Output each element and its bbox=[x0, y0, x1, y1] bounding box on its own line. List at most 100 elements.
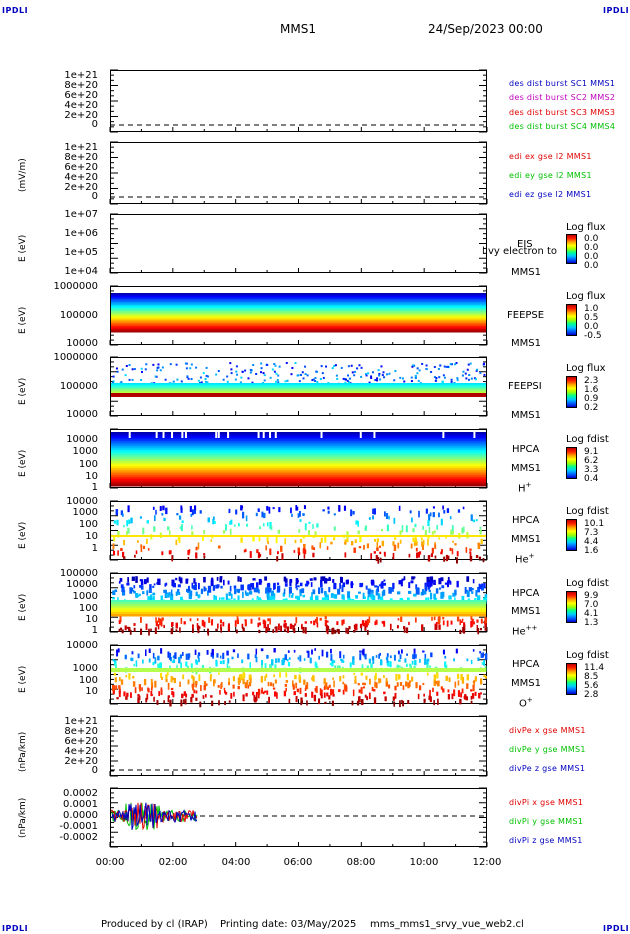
spectrogram-pixel bbox=[262, 523, 265, 527]
tick-label: 1e+21 bbox=[64, 70, 98, 81]
spectrogram-pixel bbox=[220, 627, 223, 633]
colorbar-tick: 9.1 bbox=[584, 447, 599, 457]
spectrogram-pixel bbox=[205, 366, 208, 369]
spectrogram-pixel bbox=[266, 506, 269, 511]
spectrogram-pixel bbox=[137, 694, 140, 697]
spectrogram-pixel bbox=[153, 583, 156, 586]
spectrogram-pixel bbox=[402, 685, 405, 690]
spectrogram-pixel bbox=[279, 672, 281, 678]
spectrogram-pixel bbox=[244, 369, 247, 372]
spectrogram-pixel bbox=[333, 526, 336, 531]
spectrogram-pixel bbox=[257, 622, 260, 628]
spectrogram-pixel bbox=[475, 555, 479, 558]
spectrogram-pixel bbox=[263, 622, 266, 629]
spectrogram-pixel bbox=[256, 549, 259, 554]
spectrogram-pixel bbox=[413, 540, 416, 547]
spectrogram-pixel bbox=[365, 585, 368, 590]
spectrogram-pixel bbox=[124, 625, 127, 631]
spectrogram-pixel bbox=[385, 681, 389, 687]
spectrogram-pixel bbox=[266, 583, 271, 588]
spectrogram-pixel bbox=[319, 378, 322, 381]
tick-label: 1e+21 bbox=[64, 716, 98, 727]
spectrogram-pixel bbox=[409, 682, 411, 688]
spectrogram-pixel bbox=[230, 372, 233, 375]
spectrogram-pixel bbox=[234, 588, 237, 595]
spectrogram-pixel bbox=[356, 367, 359, 370]
spectrogram-pixel bbox=[180, 505, 183, 510]
spectrogram-pixel bbox=[440, 686, 443, 690]
species-name: H bbox=[518, 483, 526, 495]
spectrogram-pixel bbox=[320, 693, 323, 696]
spectrogram-pixel bbox=[446, 555, 450, 560]
spectrogram-pixel bbox=[139, 593, 141, 596]
spectrogram-pixel bbox=[140, 379, 143, 382]
spectrogram-pixel bbox=[461, 688, 464, 694]
spectrogram-pixel bbox=[377, 592, 380, 600]
spectrogram-pixel bbox=[433, 616, 436, 621]
spectrogram-gap bbox=[162, 432, 165, 438]
spectrogram-pixel bbox=[183, 699, 185, 704]
spectrogram-pixel bbox=[204, 587, 207, 592]
spectrogram-band bbox=[111, 482, 486, 485]
spectrogram-pixel bbox=[229, 362, 232, 365]
spectrogram-pixel bbox=[114, 664, 117, 669]
spectrogram-pixel bbox=[397, 618, 400, 621]
spectrogram-pixel bbox=[224, 701, 227, 705]
spectrogram-pixel bbox=[392, 582, 395, 589]
spectrogram-pixel bbox=[350, 581, 353, 589]
spectrogram-pixel bbox=[430, 553, 434, 557]
spectrogram-pixel bbox=[467, 378, 470, 381]
spectrogram-pixel bbox=[327, 506, 330, 510]
tick-label: 0.0001 bbox=[63, 799, 98, 810]
spectrogram-pixel bbox=[112, 375, 115, 378]
spectrogram-pixel bbox=[163, 624, 165, 629]
spectrogram-pixel bbox=[306, 682, 309, 690]
spectrogram-pixel bbox=[422, 544, 424, 550]
spectrogram-pixel bbox=[400, 649, 403, 654]
spectrogram-pixel bbox=[148, 658, 151, 663]
spectrogram-pixel bbox=[448, 677, 451, 683]
spectrogram-pixel bbox=[160, 648, 163, 654]
spectrogram-pixel bbox=[456, 551, 459, 557]
corner-label-tl: IPDLI bbox=[2, 6, 29, 15]
spectrogram-pixel bbox=[294, 674, 297, 680]
spectrogram-pixel bbox=[207, 585, 212, 593]
spectrogram-pixel bbox=[149, 584, 152, 591]
legend-entry: divPi y gse MMS1 bbox=[509, 817, 584, 826]
spectrogram-pixel bbox=[314, 618, 317, 623]
spectrogram-pixel bbox=[224, 690, 226, 694]
spectrogram-pixel bbox=[227, 580, 230, 585]
spectrogram-pixel bbox=[456, 580, 459, 588]
spectrogram-pixel bbox=[219, 655, 222, 659]
spectrogram-pixel bbox=[283, 588, 286, 595]
spectrogram-pixel bbox=[146, 520, 149, 524]
spectrogram-pixel bbox=[125, 674, 127, 678]
spectrogram-pixel bbox=[333, 629, 337, 634]
spectrogram-pixel bbox=[317, 698, 321, 705]
spectrogram-pixel bbox=[350, 540, 354, 546]
colorbar-title: Log flux bbox=[566, 363, 606, 374]
spectrogram-pixel bbox=[316, 617, 318, 624]
spectrogram-pixel bbox=[183, 621, 186, 625]
spectrogram-pixel bbox=[239, 577, 242, 583]
spectrogram-pixel bbox=[371, 589, 374, 594]
spectrogram-pixel bbox=[256, 595, 259, 599]
spectrogram-band bbox=[111, 469, 486, 473]
spectrogram-pixel bbox=[288, 657, 291, 660]
spectrogram-pixel bbox=[470, 377, 473, 380]
spectrogram-pixel bbox=[157, 578, 161, 585]
spectrogram-pixel bbox=[439, 364, 442, 367]
spectrogram-pixel bbox=[307, 650, 310, 658]
spectrogram-pixel bbox=[413, 652, 416, 660]
spectrogram-pixel bbox=[428, 514, 431, 521]
spectrogram-pixel bbox=[123, 539, 125, 546]
spectrogram-pixel bbox=[461, 676, 465, 684]
spectrogram-pixel bbox=[306, 650, 309, 653]
spectrogram-pixel bbox=[328, 587, 331, 593]
x-tick-label: 02:00 bbox=[158, 857, 188, 868]
tick-label: 4e+20 bbox=[64, 172, 98, 183]
spectrogram-pixel bbox=[274, 664, 277, 670]
spectrogram-pixel bbox=[300, 697, 303, 701]
spectrogram-pixel bbox=[154, 375, 157, 378]
spectrogram-pixel bbox=[305, 685, 308, 690]
